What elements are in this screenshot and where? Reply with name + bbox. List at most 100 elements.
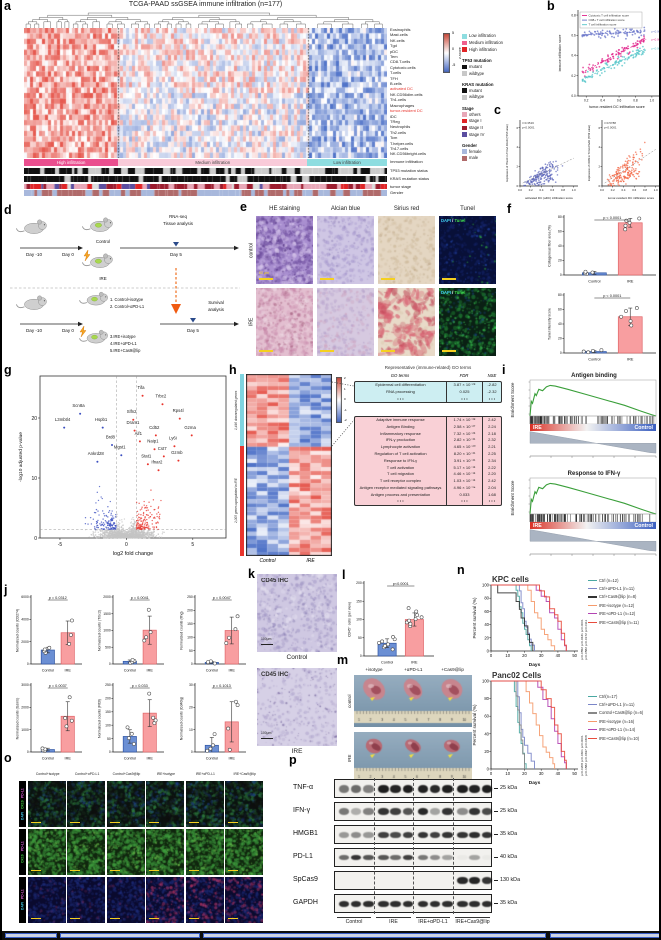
svg-text:30: 30 [539,653,544,658]
deg-colorbar [336,377,342,423]
go-cell: 2.04 [482,484,501,492]
protein-band [350,855,362,860]
treatment-column-title: +αPD-L1 [404,667,423,672]
if-image [225,877,263,923]
scale-bar [188,918,199,920]
go-cell: Lymphocyte activation [380,444,421,450]
svg-text:p = 0.1013: p = 0.1013 [213,684,231,688]
treatment-column-title: +Cas9@lip [441,667,464,672]
if-image [67,877,106,923]
svg-text:4.IRE+αPD-L1: 4.IRE+αPD-L1 [110,341,137,346]
colorbar-tick: -5 [452,63,456,67]
svg-text:1000: 1000 [21,728,29,732]
if-column-title: Control+isotype [35,772,60,776]
group-separator [413,778,414,914]
heatmap-x-label: IRE [306,558,315,564]
svg-text:Control: Control [588,280,600,284]
panel-f-label: f [507,202,512,216]
svg-text:p = 0.033: p = 0.033 [132,684,148,688]
volcano-plot: Scn8a L3mbtl4 Hspb1 Brd8 Ankrd28 Mgst1 Slfn2 Dr… [18,375,227,557]
svg-text:4000: 4000 [21,618,29,622]
group-label: IRE [389,919,398,925]
legend-swatch [462,95,467,100]
svg-text:6000: 6000 [21,595,29,599]
row-label: Tem [390,54,398,60]
tumor-photo-control [354,675,472,727]
svg-text:IRE: IRE [147,669,154,673]
protein-band [457,831,468,838]
legend-item-label: stage II [469,124,483,130]
scale-bar [149,822,160,824]
row-label: Th2.cells [390,129,407,135]
km-legend: Ctrl(n=17) Ctrl+αPD-L1 (n=11) Control+Cas9… [588,692,643,742]
colorbar-tick: 0 [344,397,346,401]
group-separator [452,778,454,914]
svg-text:p = 0.0037: p = 0.0037 [49,684,67,688]
legend-swatch [462,34,467,39]
protein-band [442,808,453,815]
protein-band [469,831,480,838]
svg-text:20: 20 [522,771,527,776]
annotation-label: tumor stage [390,183,412,189]
row-label: B.cells [390,81,402,87]
kda-tick [494,834,498,835]
go-row: Antigen receptor mediated signaling path… [355,484,501,492]
go-cell: 1.68 [482,491,501,499]
legend-title: TP53 mutation [462,58,492,64]
kda-tick [494,903,498,904]
legend-swatch [462,64,467,69]
legend-swatch [462,118,467,124]
svg-text:80: 80 [558,215,562,219]
photo-row-label: IRE [347,754,352,762]
group-separator [373,778,375,914]
svg-text:10: 10 [505,653,510,658]
colorbar-tick: 1 [344,386,346,391]
ssgsea-heatmap [24,28,387,158]
kda-label: 130 kDa [500,877,521,883]
kda-label: 35 kDa [500,831,518,837]
legend-marker [588,695,597,697]
legend-swatch [462,88,467,93]
svg-text:Scn8a: Scn8a [72,403,85,408]
legend-title: Stage [462,106,474,112]
scale-bar [70,870,81,872]
svg-text:Mgst1: Mgst1 [114,445,126,450]
go-table: Epidermal cell differentiation 3.87 × 10⁻… [354,381,502,404]
svg-text:CD45⁺ cells (per view): CD45⁺ cells (per view) [348,602,352,637]
kda-tick [494,857,498,858]
svg-text:CD8+ T cell infiltration score: CD8+ T cell infiltration score [589,18,626,22]
histology-image-he_c [256,216,313,284]
svg-text:Tissue analysis: Tissue analysis [163,221,194,226]
svg-text:0: 0 [516,184,518,188]
legend-item-label: stage IV [469,131,485,137]
page-bottom-bar [2,931,659,940]
svg-text:0: 0 [360,654,362,658]
protein-band [378,831,389,838]
go-row: IFN-γ production 2.82 × 10⁻²¹ 2.32 [355,437,501,445]
go-cell: 0.033 [446,491,482,499]
svg-text:20: 20 [31,416,37,422]
legend-item-label: female [469,148,482,154]
go-cell: T cell migration [386,471,415,477]
group-underline [455,917,490,918]
treatment-column-title: +isotype [365,667,383,672]
protein-band [442,900,453,907]
protein-band [350,900,362,907]
protein-band [338,784,349,793]
svg-text:100: 100 [105,723,111,727]
go-cell: T cell receptor complex [379,478,422,484]
svg-text:p < 0.0001: p < 0.0001 [603,294,621,298]
svg-text:1. Control+isotype: 1. Control+isotype [110,297,144,302]
protein-band [338,900,349,907]
svg-text:1500: 1500 [103,612,111,616]
go-cell: Adaptive immune response [376,417,425,423]
survival-plot: KPC cells 0 20 40 60 80 100 0 10 20 30 40 50 Days Perc… [470,572,582,668]
svg-text:IRE: IRE [65,757,72,761]
if-image [225,829,263,875]
svg-text:Trbc2: Trbc2 [155,394,166,399]
scale-bar [228,822,238,824]
svg-text:0: 0 [109,750,111,754]
scale-bar [188,870,199,872]
protein-band [363,784,374,793]
